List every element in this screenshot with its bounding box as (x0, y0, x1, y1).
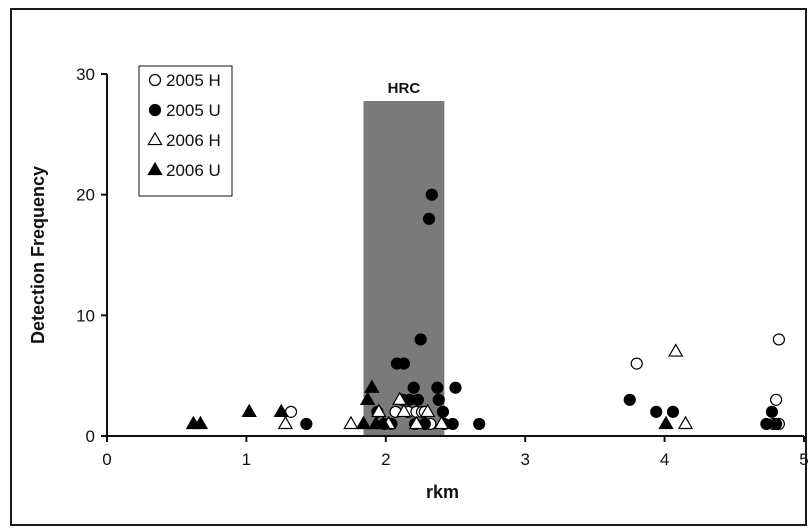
data-point (666, 405, 680, 418)
legend-label: 2005 U (166, 101, 221, 120)
legend: 2005 H 2005 U 2006 H 2006 U (138, 65, 233, 197)
y-tick-label: 30 (76, 65, 95, 84)
x-tick-label: 4 (660, 450, 669, 469)
axes-layer: 0 10 20 30 0 1 2 3 4 5 rkm Detection Frequency (28, 65, 809, 502)
legend-marker (147, 161, 163, 176)
x-tick-label: 3 (520, 450, 529, 469)
data-point (411, 393, 424, 406)
x-tick-label: 5 (799, 450, 808, 469)
data-point (422, 212, 436, 225)
data-point (371, 403, 387, 418)
data-point (473, 417, 486, 431)
x-axis-title: rkm (426, 482, 459, 502)
data-point (396, 403, 412, 418)
data-point (273, 403, 289, 418)
hrc-band (363, 101, 445, 436)
data-point (446, 417, 459, 431)
series-triangle-filled (185, 379, 674, 430)
data-point (300, 417, 313, 431)
data-point (650, 405, 663, 418)
band-layer: HRC (363, 80, 445, 436)
hrc-band-label: HRC (388, 80, 421, 97)
legend-marker (147, 131, 163, 146)
legend-marker (148, 103, 162, 117)
data-point (343, 415, 359, 430)
series-circle-open (284, 333, 786, 431)
legend-label: 2006 H (166, 131, 221, 150)
data-point (433, 415, 450, 430)
data-point (449, 381, 462, 394)
data-point (241, 403, 257, 418)
points-layer (185, 188, 786, 431)
data-point (375, 415, 391, 430)
legend-label: 2005 H (166, 71, 221, 90)
legend-label: 2006 U (166, 161, 221, 180)
data-point (414, 333, 427, 346)
legend-marker (148, 73, 162, 87)
data-point (765, 405, 779, 418)
x-tick-label: 2 (381, 450, 390, 469)
data-point (668, 343, 684, 357)
data-point (355, 415, 372, 430)
data-point (770, 417, 783, 431)
data-point (432, 393, 445, 406)
data-point (364, 379, 380, 393)
data-point (397, 357, 411, 370)
data-point (408, 415, 425, 430)
data-point (658, 415, 674, 430)
data-point (359, 391, 376, 405)
data-point (431, 381, 444, 394)
data-point (419, 403, 436, 418)
data-point (630, 357, 643, 370)
data-point (770, 393, 783, 406)
data-point (192, 415, 209, 430)
data-point (277, 415, 294, 430)
data-point (772, 333, 786, 346)
y-axis-title: Detection Frequency (28, 166, 48, 344)
series-triangle-open (277, 343, 694, 430)
y-tick-label: 0 (86, 427, 95, 446)
data-point (407, 381, 420, 394)
data-point (436, 405, 450, 418)
y-tick-label: 10 (76, 306, 95, 325)
x-tick-label: 1 (242, 450, 251, 469)
data-point (677, 415, 694, 430)
data-point (623, 393, 636, 406)
y-tick-label: 20 (76, 186, 95, 205)
data-point (392, 391, 408, 405)
x-tick-label: 0 (102, 450, 111, 469)
data-point (425, 188, 438, 201)
